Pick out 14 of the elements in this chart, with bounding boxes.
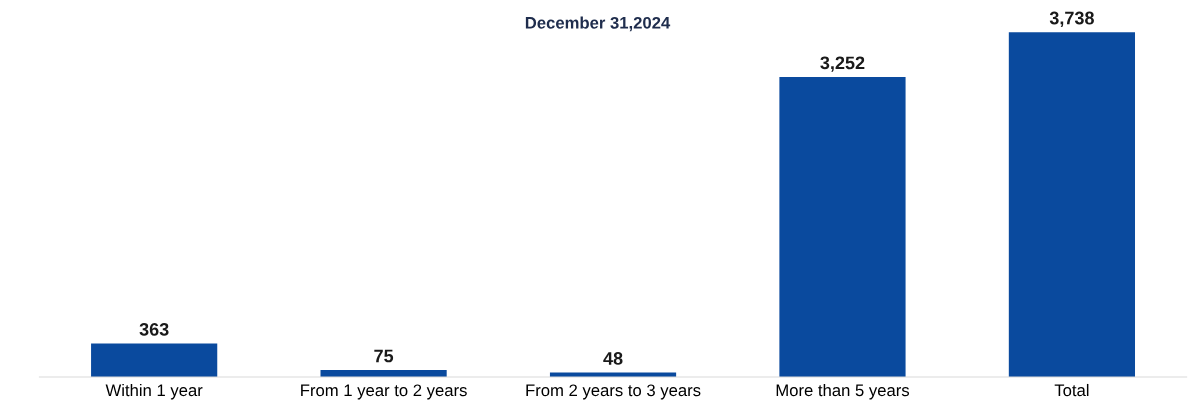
x-tick-label: More than 5 years (776, 383, 910, 400)
bar (91, 343, 218, 377)
data-label: 363 (139, 322, 169, 336)
data-label: 48 (603, 352, 623, 365)
data-label: 3,738 (1049, 11, 1094, 28)
bar (779, 76, 906, 377)
x-tick-label: From 1 year to 2 years (301, 384, 467, 400)
x-tick-label: Within 1 year (105, 383, 203, 400)
data-label: 75 (374, 349, 394, 363)
x-tick-label: From 2 years to 3 years (526, 384, 701, 400)
x-tick-label: Total (1054, 383, 1089, 397)
data-label: 3,252 (820, 56, 865, 72)
chart-title: December 31,2024 (525, 16, 671, 32)
bar (1008, 32, 1136, 377)
